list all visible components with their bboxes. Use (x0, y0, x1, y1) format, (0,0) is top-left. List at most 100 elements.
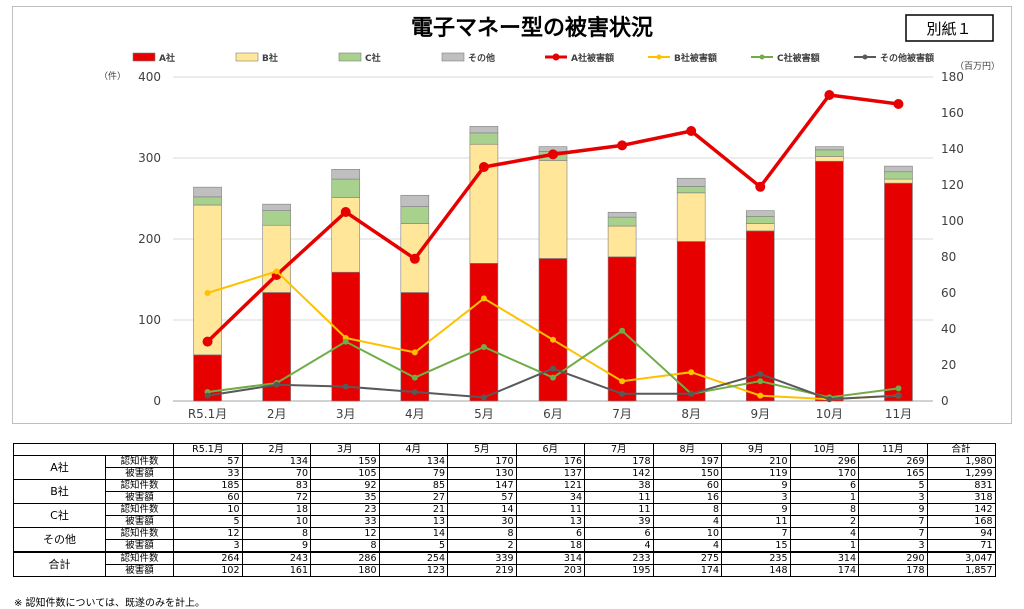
table-cell: 134 (378, 455, 448, 468)
table-cell: 123 (378, 564, 448, 577)
x-tick-label: 4月 (405, 407, 425, 421)
table-cell: 11 (515, 503, 585, 516)
table-cell: 180 (310, 564, 380, 577)
point-lineA (409, 253, 420, 264)
bar-B (745, 223, 775, 232)
bar-B (884, 178, 913, 184)
bar-other (193, 186, 222, 198)
point-lineB (480, 295, 487, 302)
table-cell: 150 (652, 467, 722, 480)
right-tick-label: 180 (941, 70, 964, 84)
table-cell: 105 (310, 467, 380, 480)
point-lineOther (411, 389, 418, 395)
bar-C (193, 196, 222, 206)
plot-area: 0 100 200 300 400 0 20 40 60 80 100 120 140 160 180 （件）… (99, 61, 1000, 421)
point-lineOther (688, 390, 695, 397)
table-cell: 168 (926, 515, 996, 528)
table-cell: 8 (310, 539, 380, 553)
table-cell: 195 (584, 564, 654, 577)
table-cell: 243 (241, 551, 311, 565)
table-cell: 10 (241, 515, 311, 528)
row-label: 認知件数 (105, 503, 174, 516)
bar-other (262, 203, 291, 211)
left-tick-label: 200 (138, 232, 161, 246)
table-cell: 4 (652, 515, 722, 528)
column-header: 3月 (310, 443, 380, 456)
point-lineOther (480, 394, 487, 401)
point-lineOther (757, 371, 764, 377)
right-tick-label: 60 (941, 286, 956, 300)
group-label: 合計 (13, 551, 106, 577)
right-axis-unit: （百万円） (955, 61, 1000, 72)
table-cell: 119 (721, 467, 791, 480)
table-cell: 13 (515, 515, 585, 528)
table-cell: 7 (858, 515, 928, 528)
right-tick-label: 160 (941, 106, 964, 120)
table-cell: 4 (584, 539, 654, 553)
table-row: 合計 認知件数 264 243 286 254 339 314 233 275 235 314 290 3… (13, 551, 996, 577)
x-tick-label: 5月 (474, 407, 494, 421)
table-cell: 83 (241, 479, 311, 492)
table-cell: 233 (584, 551, 654, 565)
table-cell: 8 (447, 527, 517, 540)
column-header: R5.1月 (173, 443, 243, 456)
table-cell: 6 (515, 527, 585, 540)
bar-A (469, 262, 499, 402)
chart-title: 電子マネー型の被害状況 (411, 15, 653, 41)
header-blank (13, 443, 174, 456)
bar-A (815, 160, 844, 402)
column-header: 5月 (447, 443, 517, 456)
table-cell: 92 (310, 479, 380, 492)
table-row: A社 認知件数 57 134 159 134 170 176 178 197 210 296 269 1,… (13, 455, 996, 480)
table-cell: 5 (858, 479, 928, 492)
table-cell: 9 (858, 503, 928, 516)
point-lineB (619, 378, 626, 385)
table-row: 被害額 3 9 8 5 2 18 4 4 15 1 3 71 (14, 539, 996, 553)
table-cell: 30 (447, 515, 517, 528)
point-lineC (619, 327, 626, 334)
chart-legend: A社 B社 C社 その他 A社被害額 B社被害額 C社被害額 その他被害額 (132, 52, 934, 64)
point-lineOther (550, 365, 556, 372)
right-tick-label: 40 (941, 322, 956, 336)
table-cell: 159 (310, 455, 380, 468)
table-cell: 275 (652, 551, 722, 565)
bar-other (884, 165, 913, 173)
table-cell: 3,047 (926, 551, 996, 565)
point-lineC (550, 374, 556, 381)
table-cell: 85 (378, 479, 448, 492)
table-cell: 60 (173, 491, 243, 504)
bar-C (262, 210, 291, 226)
table-cell: 176 (515, 455, 585, 468)
table-cell: 12 (173, 527, 243, 540)
table-cell: 38 (584, 479, 654, 492)
table-header-row: R5.1月 2月 3月 4月 5月 6月 7月 8月 9月 10月 11月 合計 (13, 443, 996, 456)
bar-B (538, 160, 568, 259)
legend-label: B社 (262, 52, 278, 64)
right-tick-label: 80 (941, 250, 956, 264)
bar-C (331, 178, 361, 198)
table-cell: 5 (378, 539, 448, 553)
bar-B (676, 192, 706, 242)
right-tick-label: 120 (941, 178, 964, 192)
bar-C (607, 216, 637, 227)
table-cell: 27 (378, 491, 448, 504)
table-cell: 147 (447, 479, 517, 492)
table-cell: 2 (789, 515, 859, 528)
table-cell: 264 (173, 551, 243, 565)
point-lineA (755, 181, 766, 192)
point-lineOther (204, 392, 211, 399)
bar-other (815, 146, 844, 151)
point-lineA (617, 140, 628, 151)
left-tick-label: 400 (138, 70, 161, 84)
table-cell: 137 (515, 467, 585, 480)
chart-frame: 電子マネー型の被害状況 別紙１ A社 B社 C社 その他 A社被害額 B社被害額 C社被害額… (12, 6, 1012, 424)
table-cell: 7 (721, 527, 791, 540)
point-lineA (548, 149, 558, 160)
bar-C (884, 171, 913, 180)
table-cell: 35 (310, 491, 380, 504)
legend-label: A社被害額 (571, 52, 614, 64)
table-row: 被害額 60 72 35 27 57 34 11 16 3 1 3 318 (14, 491, 996, 504)
bar-C (469, 132, 499, 145)
legend-marker (862, 54, 868, 60)
table-cell: 3 (721, 491, 791, 504)
